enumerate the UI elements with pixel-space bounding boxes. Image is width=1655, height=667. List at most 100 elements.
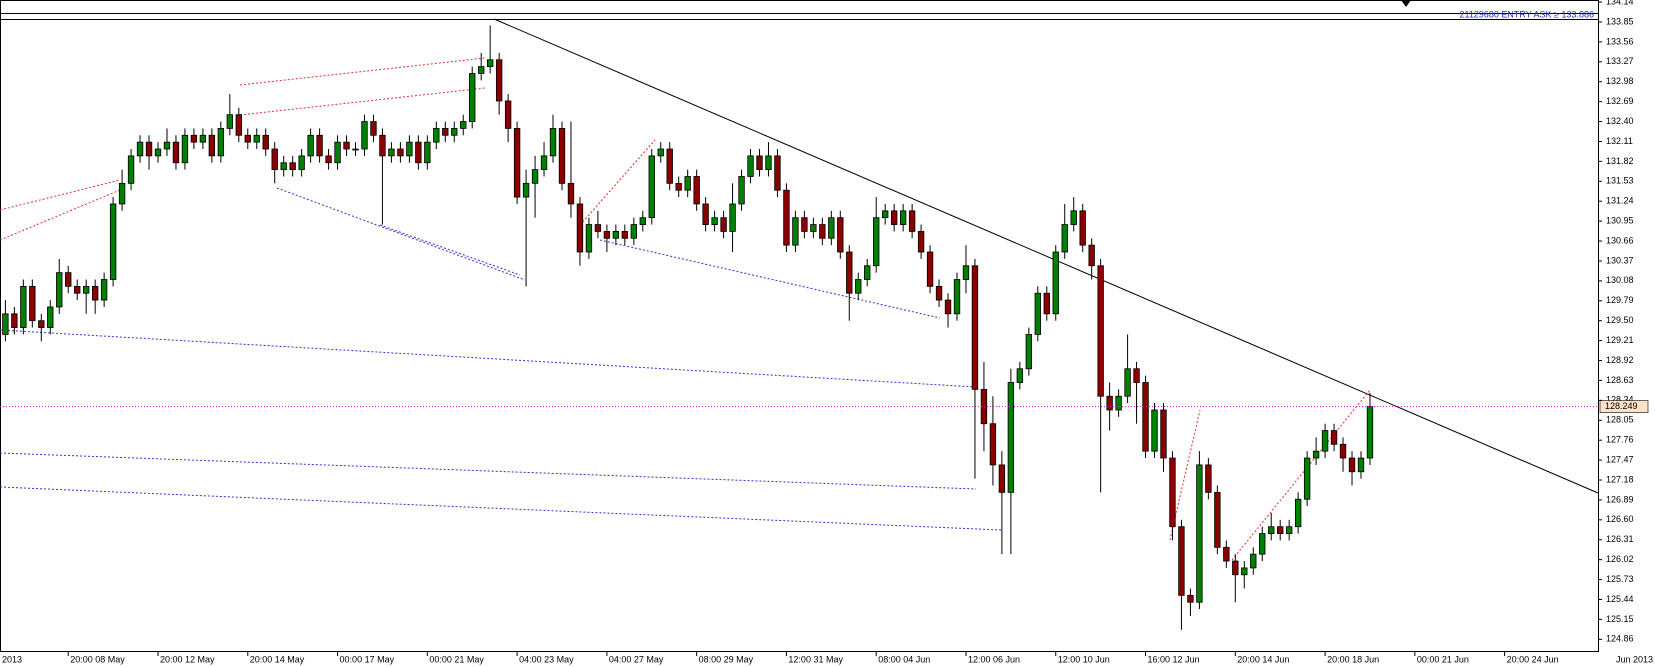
candle-body	[83, 285, 90, 294]
candle-body	[684, 176, 691, 191]
candle-body	[612, 231, 620, 239]
candle-body	[819, 224, 826, 239]
candle-body	[226, 114, 234, 129]
candle-body	[944, 299, 952, 315]
candle-body	[756, 155, 763, 171]
candle-body	[11, 313, 18, 328]
candle-body	[908, 210, 916, 232]
x-tick-label: 00:00 21 May	[429, 654, 484, 664]
candle-body	[20, 285, 27, 328]
candle-body	[334, 141, 341, 164]
y-tick-label: 127.18	[1606, 474, 1634, 484]
candle-body	[181, 134, 189, 164]
candle-body	[846, 251, 853, 294]
candle-body	[639, 217, 646, 225]
candle-body	[720, 217, 727, 232]
candle-body	[208, 134, 216, 157]
candle-body	[711, 217, 718, 225]
candle-body	[56, 272, 63, 308]
candle-body	[810, 224, 817, 232]
candle-body	[666, 148, 673, 184]
candle-body	[576, 203, 584, 253]
y-tick-label: 126.31	[1606, 534, 1634, 544]
candle-body	[424, 141, 431, 164]
candle-body	[361, 121, 368, 150]
y-tick-label: 126.60	[1606, 514, 1634, 524]
candle-body	[244, 134, 251, 143]
candle-body	[702, 203, 709, 225]
candle-body	[882, 210, 889, 219]
candle-body	[1250, 553, 1257, 569]
candle-body	[513, 128, 521, 198]
y-tick-label: 127.76	[1606, 435, 1634, 445]
candle-body	[47, 306, 54, 328]
x-axis-end: Jun 2013	[1616, 654, 1653, 664]
candle-body	[127, 155, 135, 184]
candle-body	[1133, 368, 1140, 383]
fractal-line	[0, 189, 121, 241]
candle-body	[953, 279, 961, 315]
x-tick-label: 20:00 14 May	[250, 654, 305, 664]
candle-body	[630, 224, 637, 239]
candle-body	[217, 128, 225, 157]
candle-body	[855, 279, 862, 294]
candle-body	[837, 217, 844, 253]
candle-body	[917, 231, 925, 253]
candle-body	[864, 265, 871, 280]
x-tick-label: 08:00 29 May	[699, 654, 754, 664]
candle-body	[935, 285, 943, 301]
y-tick-label: 131.82	[1606, 156, 1634, 166]
candle-body	[1070, 210, 1077, 225]
candle-body	[307, 134, 314, 157]
y-tick-label: 125.44	[1606, 594, 1634, 604]
candle-body	[1205, 464, 1212, 493]
x-tick-label: 12:00 31 May	[788, 654, 843, 664]
fractal-lines	[0, 57, 1371, 561]
candle-body	[2, 313, 9, 335]
candle-body	[271, 148, 278, 171]
candle-body	[792, 217, 799, 246]
candle-body	[738, 176, 745, 205]
candle-body	[298, 155, 305, 171]
candle-body	[65, 272, 72, 287]
candle-body	[765, 155, 772, 171]
candle-body	[325, 155, 332, 164]
candle-body	[1043, 292, 1050, 315]
candle-body	[486, 59, 494, 68]
fractal-line	[0, 179, 121, 211]
candle-body	[1348, 457, 1356, 473]
x-tick-label: 20:00 12 May	[160, 654, 215, 664]
candle-body	[504, 100, 512, 129]
candle-body	[1366, 406, 1374, 459]
fractal-line	[0, 329, 977, 388]
candle-body	[38, 320, 45, 328]
fractal-line	[239, 87, 486, 116]
y-tick-label: 129.79	[1606, 295, 1634, 305]
y-tick-label: 130.37	[1606, 255, 1634, 265]
candle-body	[415, 141, 422, 164]
x-tick-label: 12:00 06 Jun	[968, 654, 1020, 664]
x-tick-label: 00:00 21 Jun	[1417, 654, 1469, 664]
candle-body	[1232, 560, 1239, 576]
x-axis-start: 2013	[2, 654, 22, 664]
candle-body	[280, 162, 287, 171]
candle-body	[397, 148, 404, 157]
y-tick-label: 132.98	[1606, 76, 1634, 86]
candle-body	[540, 155, 548, 171]
y-tick-label: 129.50	[1606, 315, 1634, 325]
candle-body	[1061, 224, 1068, 253]
y-tick-label: 131.24	[1606, 196, 1634, 206]
y-tick-label: 132.69	[1606, 96, 1634, 106]
candle-body	[172, 141, 180, 164]
candle-body	[558, 128, 566, 184]
candle-body	[1142, 382, 1149, 452]
candle-body	[343, 141, 350, 150]
candle-body	[74, 285, 81, 294]
y-tick-label: 128.05	[1606, 415, 1634, 425]
candle-body	[1151, 409, 1158, 452]
fractal-line	[1231, 389, 1371, 561]
candle-body	[1339, 443, 1347, 459]
candle-body	[1303, 457, 1311, 500]
x-tick-label: 04:00 23 May	[519, 654, 574, 664]
candle-body	[1214, 491, 1221, 548]
